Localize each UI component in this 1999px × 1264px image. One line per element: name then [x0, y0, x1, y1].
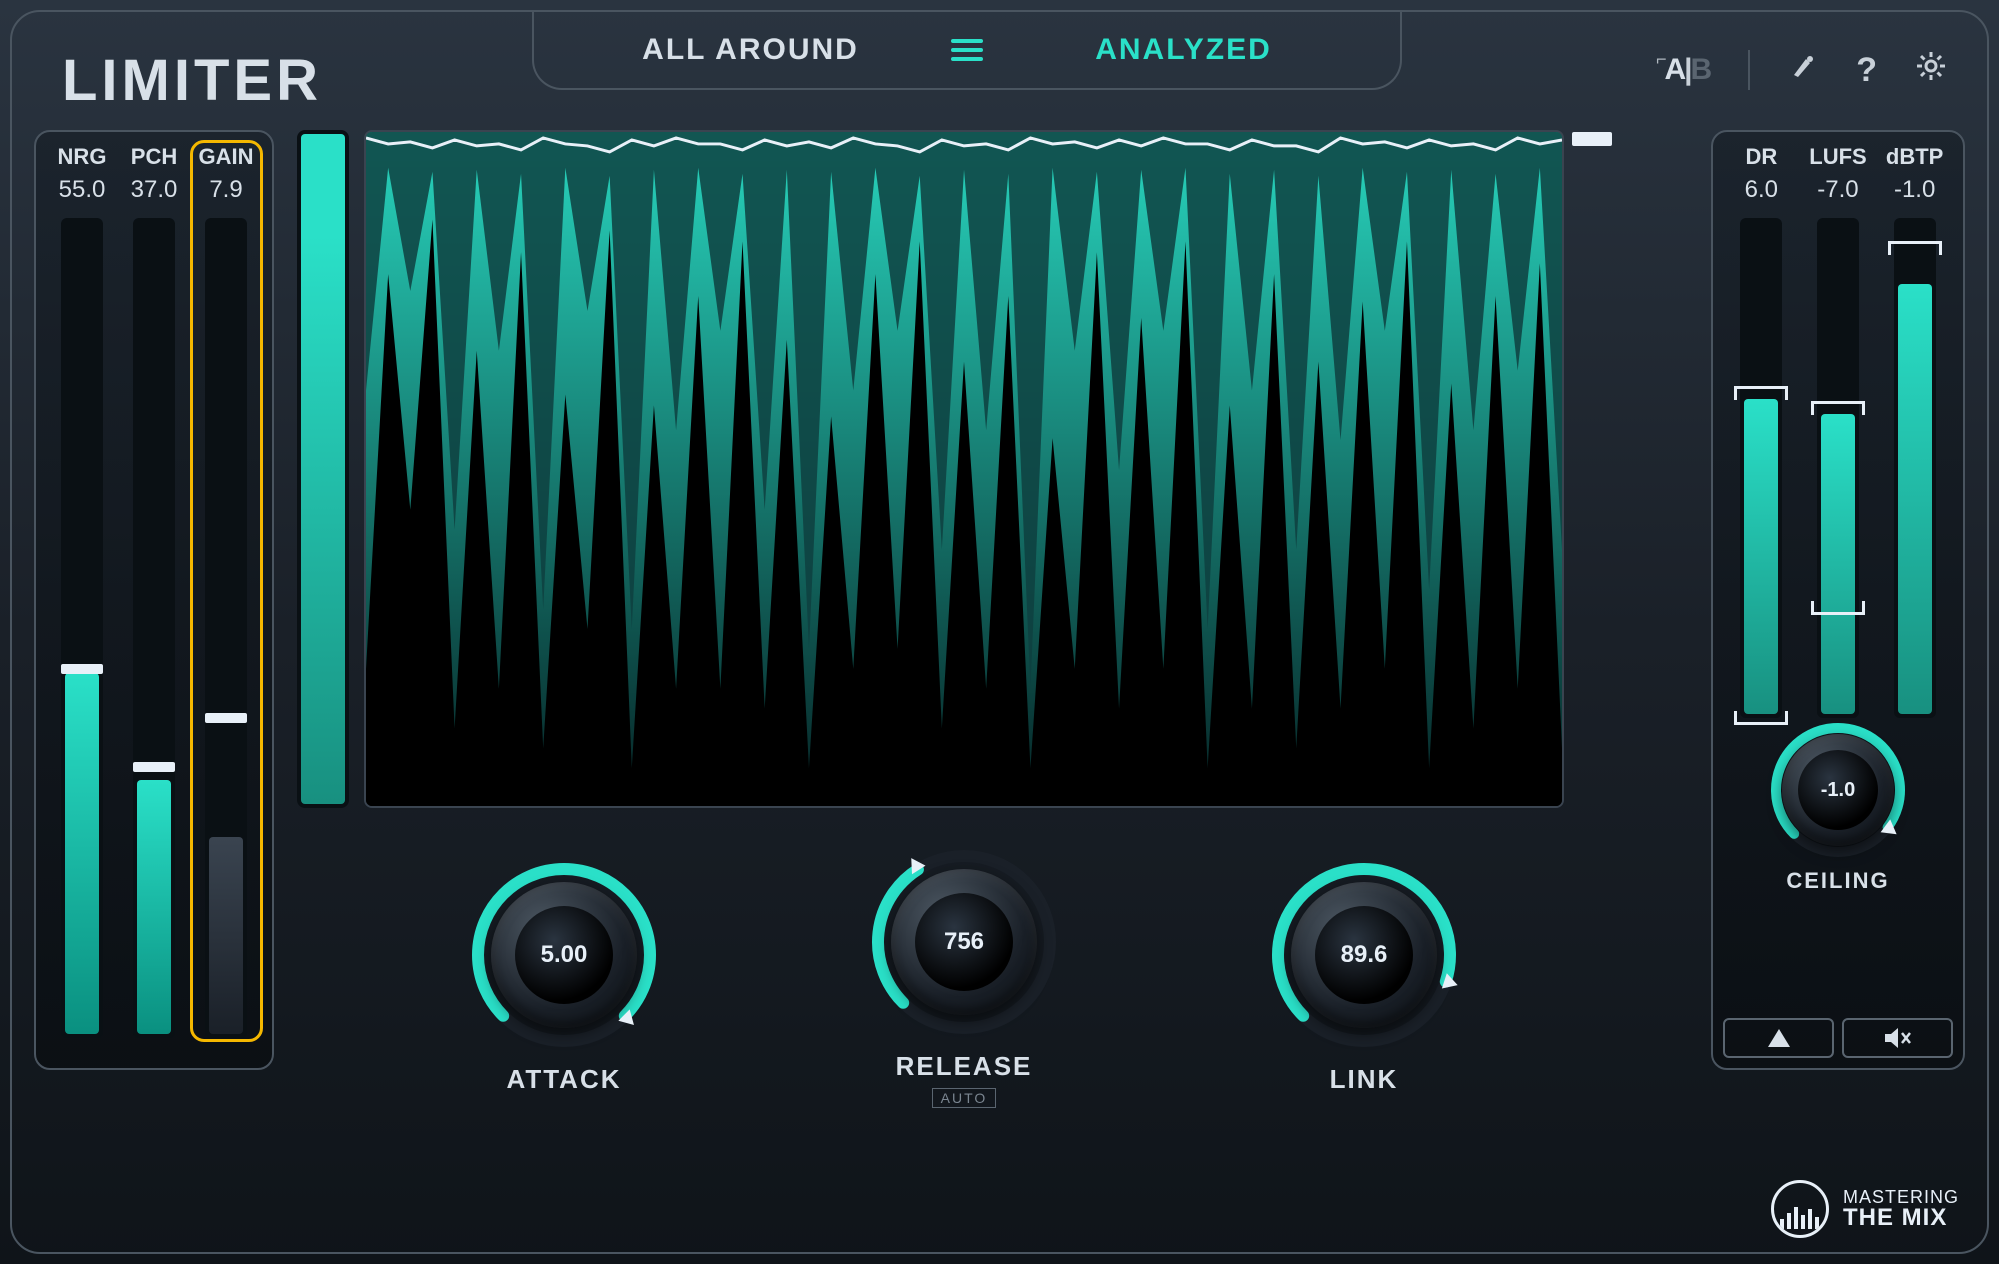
- dr-label: DR: [1731, 144, 1791, 170]
- lufs-value: -7.0: [1808, 176, 1868, 204]
- input-level-meter: [297, 130, 349, 808]
- nrg-slider[interactable]: [61, 218, 103, 1038]
- gain-slider[interactable]: [205, 218, 247, 1038]
- dr-value: 6.0: [1731, 176, 1791, 204]
- gain-reduction-marker: [1572, 132, 1612, 146]
- header-icons: ⌐A|B ?: [1656, 50, 1947, 90]
- brush-icon[interactable]: [1788, 51, 1818, 89]
- dbtp-label: dBTP: [1885, 144, 1945, 170]
- lufs-label: LUFS: [1808, 144, 1868, 170]
- analyze-status[interactable]: ANALYZED: [987, 33, 1380, 67]
- mute-button[interactable]: [1842, 1018, 1953, 1058]
- plugin-title: LIMITER: [62, 47, 322, 114]
- preset-name[interactable]: ALL AROUND: [554, 33, 947, 67]
- nrg-label: NRG: [50, 144, 115, 170]
- attack-label: ATTACK: [469, 1064, 659, 1095]
- preset-menu-icon[interactable]: [947, 34, 987, 66]
- pch-value: 37.0: [122, 176, 187, 204]
- top-bar: ALL AROUND ANALYZED: [532, 12, 1402, 90]
- attack-knob[interactable]: 5.00: [469, 860, 659, 1050]
- link-knob[interactable]: 89.6: [1269, 860, 1459, 1050]
- link-value: 89.6: [1341, 941, 1388, 969]
- dbtp-meter: [1894, 218, 1936, 718]
- release-label: RELEASE: [869, 1051, 1059, 1082]
- knobs-row: 5.00 ATTACK 756 RELEASE AUTO 89.6 LINK: [364, 832, 1564, 1122]
- plugin-frame: LIMITER ALL AROUND ANALYZED ⌐A|B ? NRG 55…: [10, 10, 1989, 1254]
- gain-value: 7.9: [194, 176, 259, 204]
- waveform-display[interactable]: [364, 130, 1564, 808]
- help-icon[interactable]: ?: [1856, 51, 1877, 90]
- release-value: 756: [944, 928, 984, 956]
- dbtp-value: -1.0: [1885, 176, 1945, 204]
- ceiling-value: -1.0: [1821, 779, 1855, 802]
- pch-slider[interactable]: [133, 218, 175, 1038]
- logo-line2: THE MIX: [1843, 1206, 1959, 1230]
- nrg-value: 55.0: [50, 176, 115, 204]
- ceiling-knob[interactable]: -1.0: [1768, 720, 1908, 860]
- pch-label: PCH: [122, 144, 187, 170]
- header-divider: [1748, 50, 1750, 90]
- release-auto-label[interactable]: AUTO: [932, 1088, 997, 1108]
- ab-compare-button[interactable]: ⌐A|B: [1656, 53, 1710, 87]
- settings-icon[interactable]: [1915, 50, 1947, 90]
- dr-meter: [1740, 218, 1782, 718]
- ceiling-label: CEILING: [1768, 868, 1908, 894]
- right-meters-panel: DR 6.0 LUFS -7.0 dBTP -1.0: [1711, 130, 1965, 1070]
- delta-button[interactable]: [1723, 1018, 1834, 1058]
- attack-value: 5.00: [541, 941, 588, 969]
- link-label: LINK: [1269, 1064, 1459, 1095]
- brand-logo[interactable]: MASTERING THE MIX: [1771, 1180, 1959, 1238]
- release-knob[interactable]: 756: [869, 847, 1059, 1037]
- lufs-meter: [1817, 218, 1859, 718]
- gain-label: GAIN: [194, 144, 259, 170]
- left-meters-panel: NRG 55.0 PCH 37.0 GAIN 7.9: [34, 130, 274, 1070]
